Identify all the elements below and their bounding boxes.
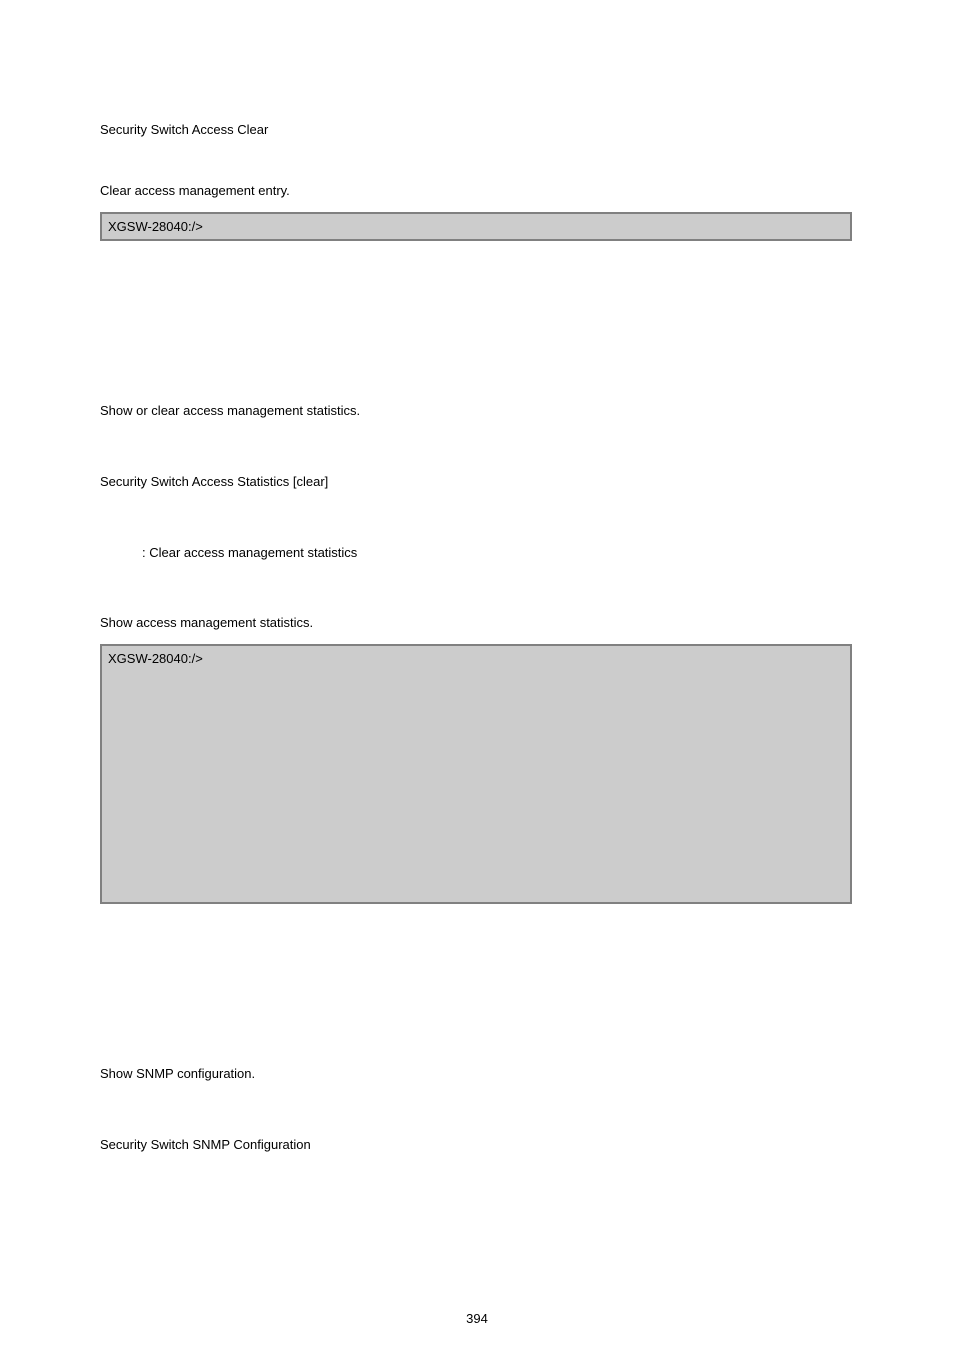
access-clear-codebox: XGSW-28040:/> (100, 212, 852, 242)
access-stats-code-text: XGSW-28040:/> (108, 651, 203, 666)
access-clear-syntax: Security Switch Access Clear (100, 120, 854, 141)
access-stats-codebox: XGSW-28040:/> (100, 644, 852, 904)
access-clear-code-text: XGSW-28040:/> (108, 219, 203, 234)
access-stats-default: Show access management statistics. (100, 613, 854, 634)
snmp-config-syntax: Security Switch SNMP Configuration (100, 1135, 854, 1156)
snmp-config-description: Show SNMP configuration. (100, 1064, 854, 1085)
page-container: Security Switch Access Clear Clear acces… (0, 0, 954, 1350)
access-clear-default: Clear access management entry. (100, 181, 854, 202)
page-number: 394 (0, 1311, 954, 1326)
access-stats-description: Show or clear access management statisti… (100, 401, 854, 422)
access-stats-params: : Clear access management statistics (100, 543, 854, 564)
access-stats-syntax: Security Switch Access Statistics [clear… (100, 472, 854, 493)
content-area: Security Switch Access Clear Clear acces… (0, 0, 954, 1206)
